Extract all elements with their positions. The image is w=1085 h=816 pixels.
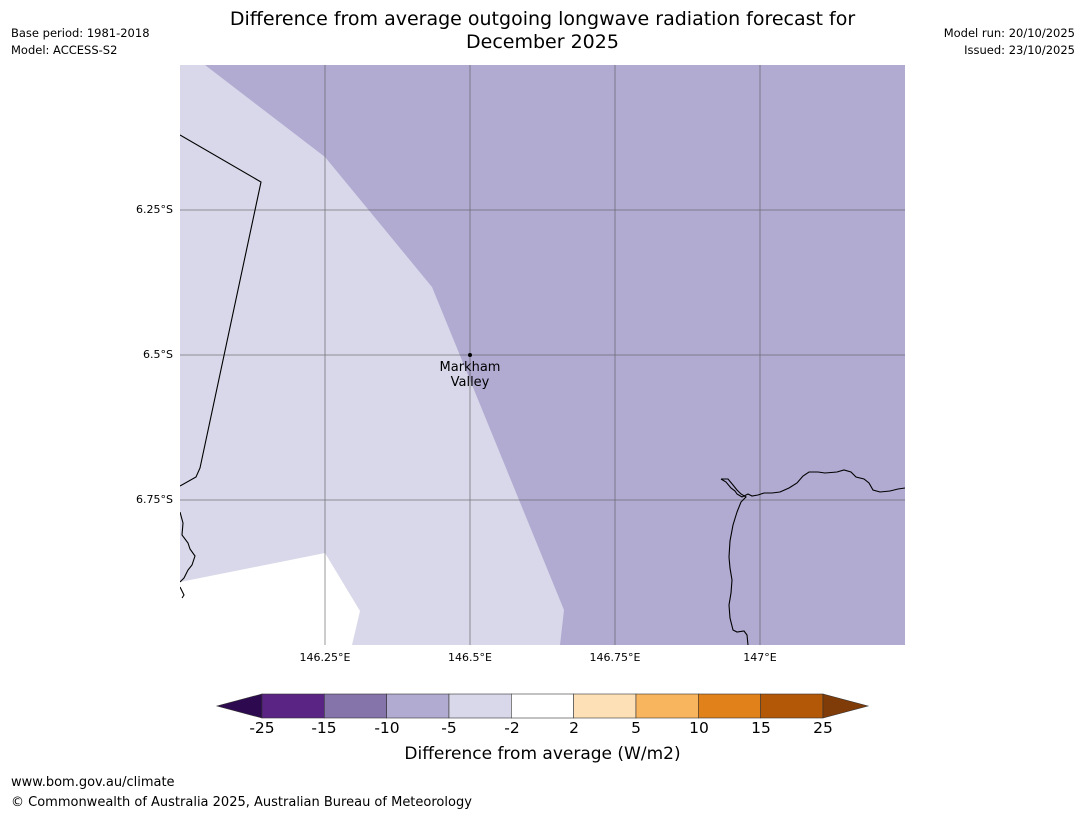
colorbar-segment [448,693,512,719]
issued-text: Issued: 23/10/2025 [964,43,1075,57]
colorbar-tick: 10 [689,719,709,737]
colorbar-extend-high [822,693,870,719]
colorbar [215,693,870,719]
model-text: Model: ACCESS-S2 [11,43,118,57]
no-data-region-right [325,553,360,645]
coastline [180,134,905,645]
colorbar-tick: -25 [249,719,275,737]
model-run-text: Model run: 20/10/2025 [943,26,1075,40]
colorbar-tick: 25 [813,719,833,737]
metadata-left: Base period: 1981-2018 Model: ACCESS-S2 [11,25,150,59]
forecast-map [180,65,905,645]
colorbar-segment [511,693,574,719]
colorbar-segment [261,693,325,719]
colorbar-tick: 15 [751,719,771,737]
colorbar-extend-low [215,693,263,719]
colorbar-tick: -5 [441,719,457,737]
lat-label-6-75s: 6.75°S [136,493,173,506]
colorbar-tick: -10 [374,719,400,737]
lon-label-146-25e: 146.25°E [299,651,351,664]
coastline-west-fragment [180,586,185,599]
footer-copyright: © Commonwealth of Australia 2025, Austra… [11,795,472,810]
location-label: Markham Valley [439,360,501,390]
colorbar-tick: -2 [504,719,520,737]
no-data-region-left [180,553,325,645]
map-title: Difference from average outgoing longwav… [229,8,856,53]
gridlines [180,65,905,645]
colorbar-tick: 2 [569,719,579,737]
footer-url[interactable]: www.bom.gov.au/climate [11,775,175,790]
location-marker-icon [468,353,472,357]
lon-label-147e: 147°E [743,651,777,664]
colorbar-segment [698,693,761,719]
river-coastline-east [721,478,749,645]
colorbar-segment [573,693,637,719]
coastline-north-shore [720,469,905,498]
colorbar-label: Difference from average (W/m2) [404,744,681,764]
coastline-west [180,511,196,583]
metadata-right: Model run: 20/10/2025 Issued: 23/10/2025 [944,25,1075,59]
lon-label-146-5e: 146.5°E [448,651,492,664]
colorbar-tick: 5 [631,719,641,737]
border-line [180,134,262,487]
base-period-text: Base period: 1981-2018 [11,26,150,40]
lon-label-146-75e: 146.75°E [589,651,641,664]
colorbar-segment [635,693,699,719]
colorbar-tick: -15 [311,719,337,737]
colorbar-segment [760,693,824,719]
colorbar-segment [386,693,450,719]
lat-label-6-5s: 6.5°S [143,348,173,361]
colorbar-segment [324,693,387,719]
lat-label-6-25s: 6.25°S [136,203,173,216]
